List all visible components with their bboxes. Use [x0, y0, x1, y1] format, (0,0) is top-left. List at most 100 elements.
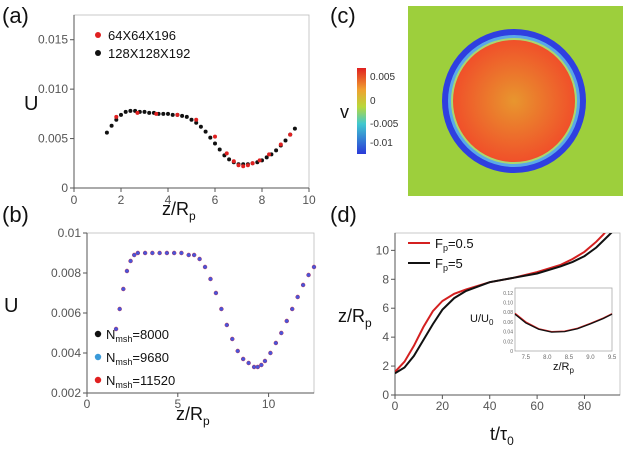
colorbar-tick-1: 0: [370, 96, 376, 107]
panel-b-point-blue: [224, 323, 229, 327]
panel-a-point: [241, 164, 246, 169]
heatmap-core: [453, 40, 575, 162]
panel-b-point-blue: [143, 251, 148, 255]
panel-b-point-blue: [208, 277, 213, 281]
legend-marker-8000: [94, 330, 102, 338]
panel-a-point: [123, 109, 128, 114]
panel-b-point-blue: [121, 287, 126, 291]
panel-b-point-blue: [214, 291, 218, 295]
panel-b-point-blue: [241, 357, 246, 361]
panel-b-y-tick-label: 0.01: [58, 226, 82, 240]
panel-label-c: (c): [330, 3, 356, 28]
legend-label-fp05: Fp=0.5: [435, 236, 474, 253]
panel-a-point: [189, 117, 194, 122]
panel-b-point-blue: [114, 327, 118, 331]
inset-x-tick-label: 9.5: [608, 355, 617, 361]
panel-b-point-blue: [301, 283, 306, 287]
panel-b-point-blue: [259, 363, 264, 367]
inset-x-tick-label: 8.5: [565, 355, 574, 361]
colorbar: [357, 68, 366, 154]
panel-b-y-label: U: [4, 295, 18, 317]
panel-a-point: [170, 112, 175, 117]
panel-b-point-blue: [273, 341, 278, 345]
panel-d-y-tick-label: 4: [382, 330, 389, 344]
panel-a-x-label: z/Rp: [162, 199, 196, 223]
panel-a-point: [274, 148, 279, 153]
panel-b-y-tick-label: 0.004: [51, 346, 81, 360]
panel-d-x-tick-label: 40: [483, 399, 497, 413]
panel-c-heatmap: v 0.005 0 -0.005 -0.01: [340, 6, 623, 196]
panel-a-y-tick-label: 0: [61, 181, 68, 195]
panel-b-chart: 0 5 10 0.002 0.004 0.006 0.008 0.01 U z/Rp Nmsh…: [4, 226, 317, 428]
panel-a-point: [135, 110, 140, 115]
panel-a-point: [109, 123, 114, 128]
panel-a-y-tick-label: 0.010: [38, 82, 68, 96]
panel-b-x-label: z/Rp: [176, 404, 210, 428]
panel-a-point: [288, 132, 293, 137]
panel-b-y-tick-label: 0.008: [51, 266, 81, 280]
panel-b-point-blue: [219, 307, 224, 311]
panel-b-point-blue: [290, 307, 295, 311]
panel-a-point: [147, 110, 152, 115]
panel-b-point-blue: [135, 251, 140, 255]
panel-d-x-tick-label: 80: [578, 399, 592, 413]
panel-b-point-blue: [186, 253, 191, 257]
panel-a-point: [283, 138, 288, 143]
panel-a-point: [184, 114, 189, 119]
panel-d-x-tick-label: 0: [392, 399, 399, 413]
inset-y-tick-label: 0.02: [503, 339, 513, 345]
panel-b-point-blue: [172, 251, 177, 255]
inset-y-tick-label: 0.04: [503, 330, 513, 336]
panel-d-x-tick-label: 20: [436, 399, 450, 413]
panel-b-x-tick-label: 5: [174, 397, 181, 411]
panel-a-point: [227, 157, 232, 162]
panel-b-point-blue: [230, 337, 235, 341]
panel-d-y-tick-label: 0: [382, 388, 389, 402]
panel-b-point-blue: [263, 359, 267, 363]
panel-a-point: [198, 124, 203, 129]
panel-a-point: [213, 134, 217, 139]
panel-a-x-tick-label: 6: [212, 193, 219, 207]
panel-a-x-tick-label: 2: [118, 193, 125, 207]
panel-d-legend: Fp=0.5 Fp=5: [408, 236, 474, 273]
colorbar-tick-2: -0.005: [370, 119, 399, 130]
panel-a-x-tick-label: 4: [165, 193, 172, 207]
colorbar-tick-0: 0.005: [370, 72, 395, 83]
panel-a-point: [245, 163, 250, 168]
inset-x-tick-label: 7.5: [522, 355, 531, 361]
panel-a-point: [278, 142, 283, 147]
panel-label-d: (d): [330, 202, 357, 227]
inset-series-line-1: [514, 313, 613, 333]
panel-b-point-blue: [268, 351, 273, 355]
panel-d-y-tick-label: 6: [382, 301, 389, 315]
panel-a-point: [154, 111, 159, 116]
inset-y-tick-label: 0.12: [503, 291, 513, 297]
legend-label-8000: Nmsh=8000: [106, 327, 169, 344]
legend-label-128: 128X128X192: [108, 46, 190, 61]
panel-d-y-tick-label: 8: [382, 272, 389, 286]
panel-b-point-blue: [203, 265, 207, 269]
legend-label-fp5: Fp=5: [435, 256, 463, 273]
inset-x-label: z/Rp: [553, 361, 575, 375]
panel-b-point-blue: [306, 273, 311, 277]
legend-marker-64: [95, 32, 101, 38]
panel-a-point: [194, 120, 199, 125]
panel-b-point-blue: [312, 265, 316, 269]
panel-a-point: [203, 129, 208, 134]
panel-b-point-blue: [125, 269, 129, 273]
panel-b-point-blue: [150, 251, 155, 255]
panel-d-y-tick-label: 2: [382, 359, 389, 373]
panel-a-point: [175, 112, 180, 117]
panel-a-point: [231, 159, 236, 164]
panel-b-point-blue: [246, 361, 251, 365]
legend-label-9680: Nmsh=9680: [106, 350, 169, 367]
inset-frame: [514, 287, 613, 352]
panel-a-point: [114, 117, 119, 122]
inset-y-tick-label: 0.08: [503, 310, 513, 316]
panel-a-point: [128, 108, 133, 113]
panel-b-x-tick-label: 0: [84, 397, 91, 411]
panel-b-x-tick-label: 10: [262, 397, 276, 411]
panel-a-point: [161, 111, 166, 116]
inset-x-tick-label: 9.0: [586, 355, 595, 361]
